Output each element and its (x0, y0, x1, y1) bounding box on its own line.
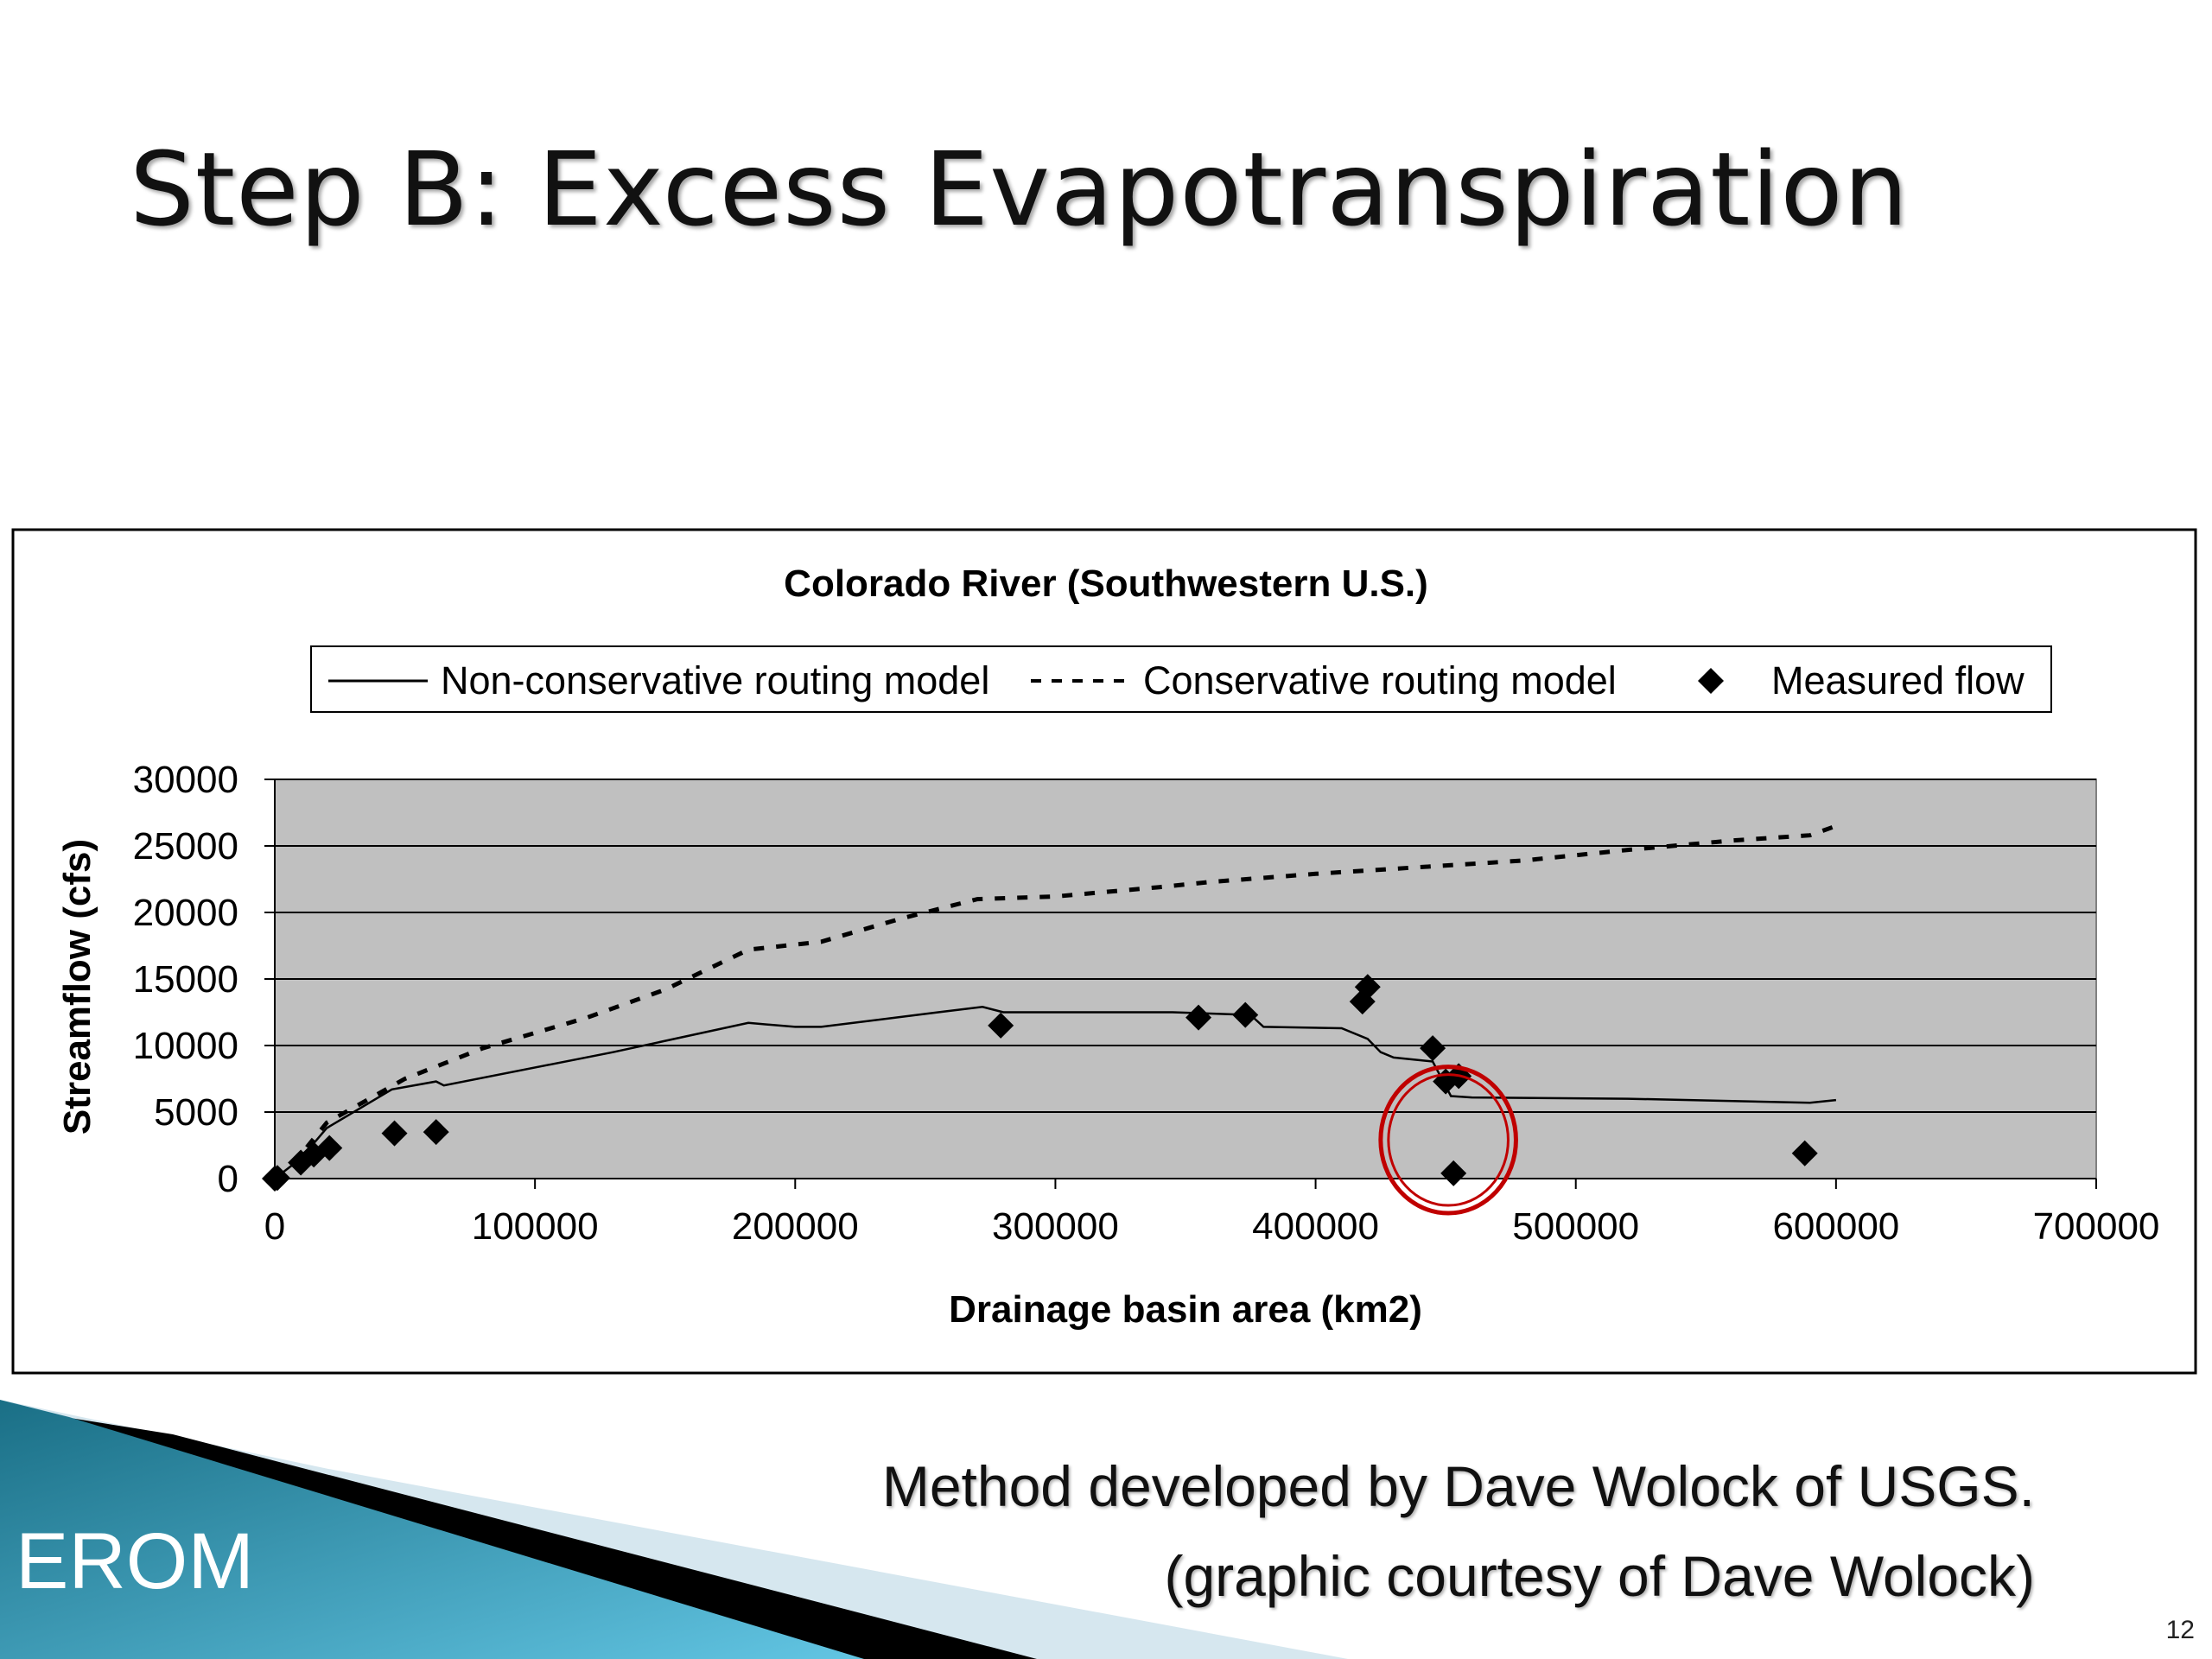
legend-label-measured: Measured flow (1771, 658, 2024, 702)
measured-flow-marker (381, 1120, 408, 1147)
footer-swoosh-graphic (0, 1400, 1348, 1659)
swoosh-blue-band (0, 1400, 864, 1659)
x-tick-label: 100000 (472, 1205, 599, 1248)
slide-title: Step B: Excess Evapotranspiration (130, 130, 1910, 249)
highlight-circle-inner (1387, 1073, 1510, 1207)
measured-flow-marker (1440, 1160, 1467, 1186)
conservative-model-line (273, 823, 1837, 1180)
annotation-group (1378, 1065, 1518, 1216)
measured-flow-marker (1185, 1004, 1212, 1031)
y-tick-label: 20000 (133, 892, 238, 934)
measured-flow-marker (316, 1135, 343, 1161)
measured-flow-marker (1420, 1035, 1446, 1062)
measured-flow-marker (1354, 974, 1381, 1001)
gridlines (275, 779, 2096, 1113)
y-tick-label: 10000 (133, 1025, 238, 1067)
x-tick-label: 0 (264, 1205, 285, 1248)
y-tick-label: 0 (218, 1158, 238, 1200)
y-tick-label: 15000 (133, 958, 238, 1001)
x-tick-label: 200000 (732, 1205, 859, 1248)
x-tick-label: 600000 (1772, 1205, 1899, 1248)
measured-flow-marker (988, 1012, 1014, 1039)
measured-flow-marker (1232, 1001, 1259, 1028)
measured-flow-marker (423, 1119, 449, 1146)
y-axis-ticks: 0 5000 10000 15000 20000 25000 30000 (133, 759, 275, 1200)
credit-line-1: Method developed by Dave Wolock of USGS. (881, 1454, 2035, 1518)
x-axis-label: Drainage basin area (km2) (949, 1288, 1422, 1331)
measured-flow-marker (1791, 1140, 1818, 1166)
x-tick-label: 700000 (2033, 1205, 2160, 1248)
legend-marker-measured (1698, 668, 1724, 694)
chart-legend: Non-conservative routing model Conservat… (310, 645, 2052, 713)
y-tick-label: 25000 (133, 825, 238, 868)
footer-label: EROM (16, 1517, 254, 1605)
y-tick-label: 30000 (133, 759, 238, 801)
chart-title: Colorado River (Southwestern U.S.) (784, 563, 1428, 605)
measured-flow-marker (264, 1165, 291, 1192)
legend-label-non-conservative: Non-conservative routing model (441, 658, 989, 702)
x-axis-ticks: 0 100000 200000 300000 400000 500000 600000 700… (264, 1179, 2160, 1248)
page-number: 12 (2165, 1616, 2195, 1644)
y-axis-label: Streamflow (cfs) (56, 839, 99, 1135)
highlight-circle-outer (1378, 1065, 1518, 1216)
credit-line-2: (graphic courtesy of Dave Wolock) (1164, 1544, 2036, 1608)
y-tick-label: 5000 (154, 1091, 238, 1134)
x-tick-label: 300000 (992, 1205, 1119, 1248)
legend-label-conservative: Conservative routing model (1143, 658, 1617, 702)
legend-box (310, 645, 2052, 713)
x-tick-label: 500000 (1512, 1205, 1639, 1248)
swoosh-black-band (0, 1407, 1037, 1659)
x-tick-label: 400000 (1252, 1205, 1379, 1248)
